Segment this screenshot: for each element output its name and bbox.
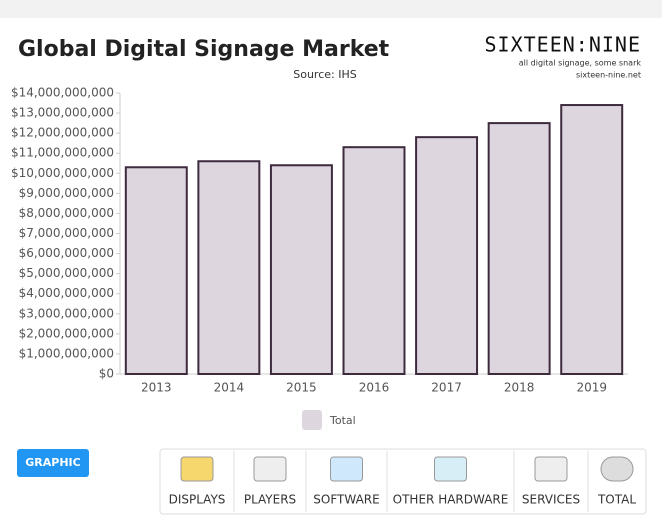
legend-label: Total xyxy=(329,414,356,427)
bar xyxy=(269,164,333,375)
y-tick-label: $10,000,000,000 xyxy=(11,166,114,180)
x-tick-label: 2017 xyxy=(431,381,462,395)
chart-title: Global Digital Signage Market xyxy=(18,37,390,62)
x-tick-label: 2018 xyxy=(504,381,535,395)
tab-label[interactable]: PLAYERS xyxy=(244,493,296,507)
plot: $0 $1,000,000,000 $2,000,000,000 $3,000,000… xyxy=(11,86,628,430)
x-tick-label: 2014 xyxy=(214,381,245,395)
tab-icon[interactable] xyxy=(434,456,467,482)
bar xyxy=(560,104,624,376)
x-tick-label: 2015 xyxy=(286,381,317,395)
y-tick-label: $1,000,000,000 xyxy=(19,346,114,360)
tab-icon[interactable] xyxy=(253,456,287,482)
y-tick-label: $11,000,000,000 xyxy=(11,146,114,160)
y-tick-label: $3,000,000,000 xyxy=(19,306,114,320)
y-tick-label: $0 xyxy=(99,367,114,381)
y-tick-label: $7,000,000,000 xyxy=(19,226,114,240)
x-tick-label: 2019 xyxy=(576,381,607,395)
tabs: DISPLAYS PLAYERS SOFTWARE OTHER HARDWARE SER… xyxy=(169,451,636,512)
brand-url: sixteen-nine.net xyxy=(576,71,641,80)
y-tick-label: $9,000,000,000 xyxy=(19,186,114,200)
x-tick-label: 2013 xyxy=(141,381,172,395)
y-tick-label: $8,000,000,000 xyxy=(19,206,114,220)
tab-label[interactable]: SOFTWARE xyxy=(313,493,379,507)
brand-name: SIXTEEN:NINE xyxy=(485,33,642,57)
y-tick-label: $14,000,000,000 xyxy=(11,86,114,100)
brand-tagline: all digital signage, some snark xyxy=(519,59,642,68)
bar xyxy=(124,166,188,375)
bar xyxy=(415,136,479,375)
legend-swatch xyxy=(302,410,322,430)
tab-label[interactable]: SERVICES xyxy=(522,493,580,507)
tab-icon[interactable] xyxy=(534,456,568,482)
bar xyxy=(342,146,406,375)
tab-icon[interactable] xyxy=(180,456,214,482)
tab-label[interactable]: DISPLAYS xyxy=(169,493,226,507)
tab-icon[interactable] xyxy=(330,456,363,482)
tab-label[interactable]: OTHER HARDWARE xyxy=(393,493,509,507)
x-tick-label: 2016 xyxy=(359,381,390,395)
tab-icon[interactable] xyxy=(600,456,634,482)
y-tick-label: $12,000,000,000 xyxy=(11,126,114,140)
bar xyxy=(487,122,551,375)
y-tick-label: $4,000,000,000 xyxy=(19,286,114,300)
y-tick-label: $5,000,000,000 xyxy=(19,266,114,280)
y-tick-label: $13,000,000,000 xyxy=(11,106,114,120)
graphic-button[interactable] xyxy=(17,449,89,477)
bar xyxy=(197,160,261,375)
tab-label[interactable]: TOTAL xyxy=(597,493,636,507)
y-tick-label: $2,000,000,000 xyxy=(19,326,114,340)
top-strip xyxy=(0,0,662,18)
y-tick-label: $6,000,000,000 xyxy=(19,246,114,260)
graphic-button-label[interactable]: GRAPHIC xyxy=(25,456,80,469)
chart-subtitle: Source: IHS xyxy=(293,68,356,81)
